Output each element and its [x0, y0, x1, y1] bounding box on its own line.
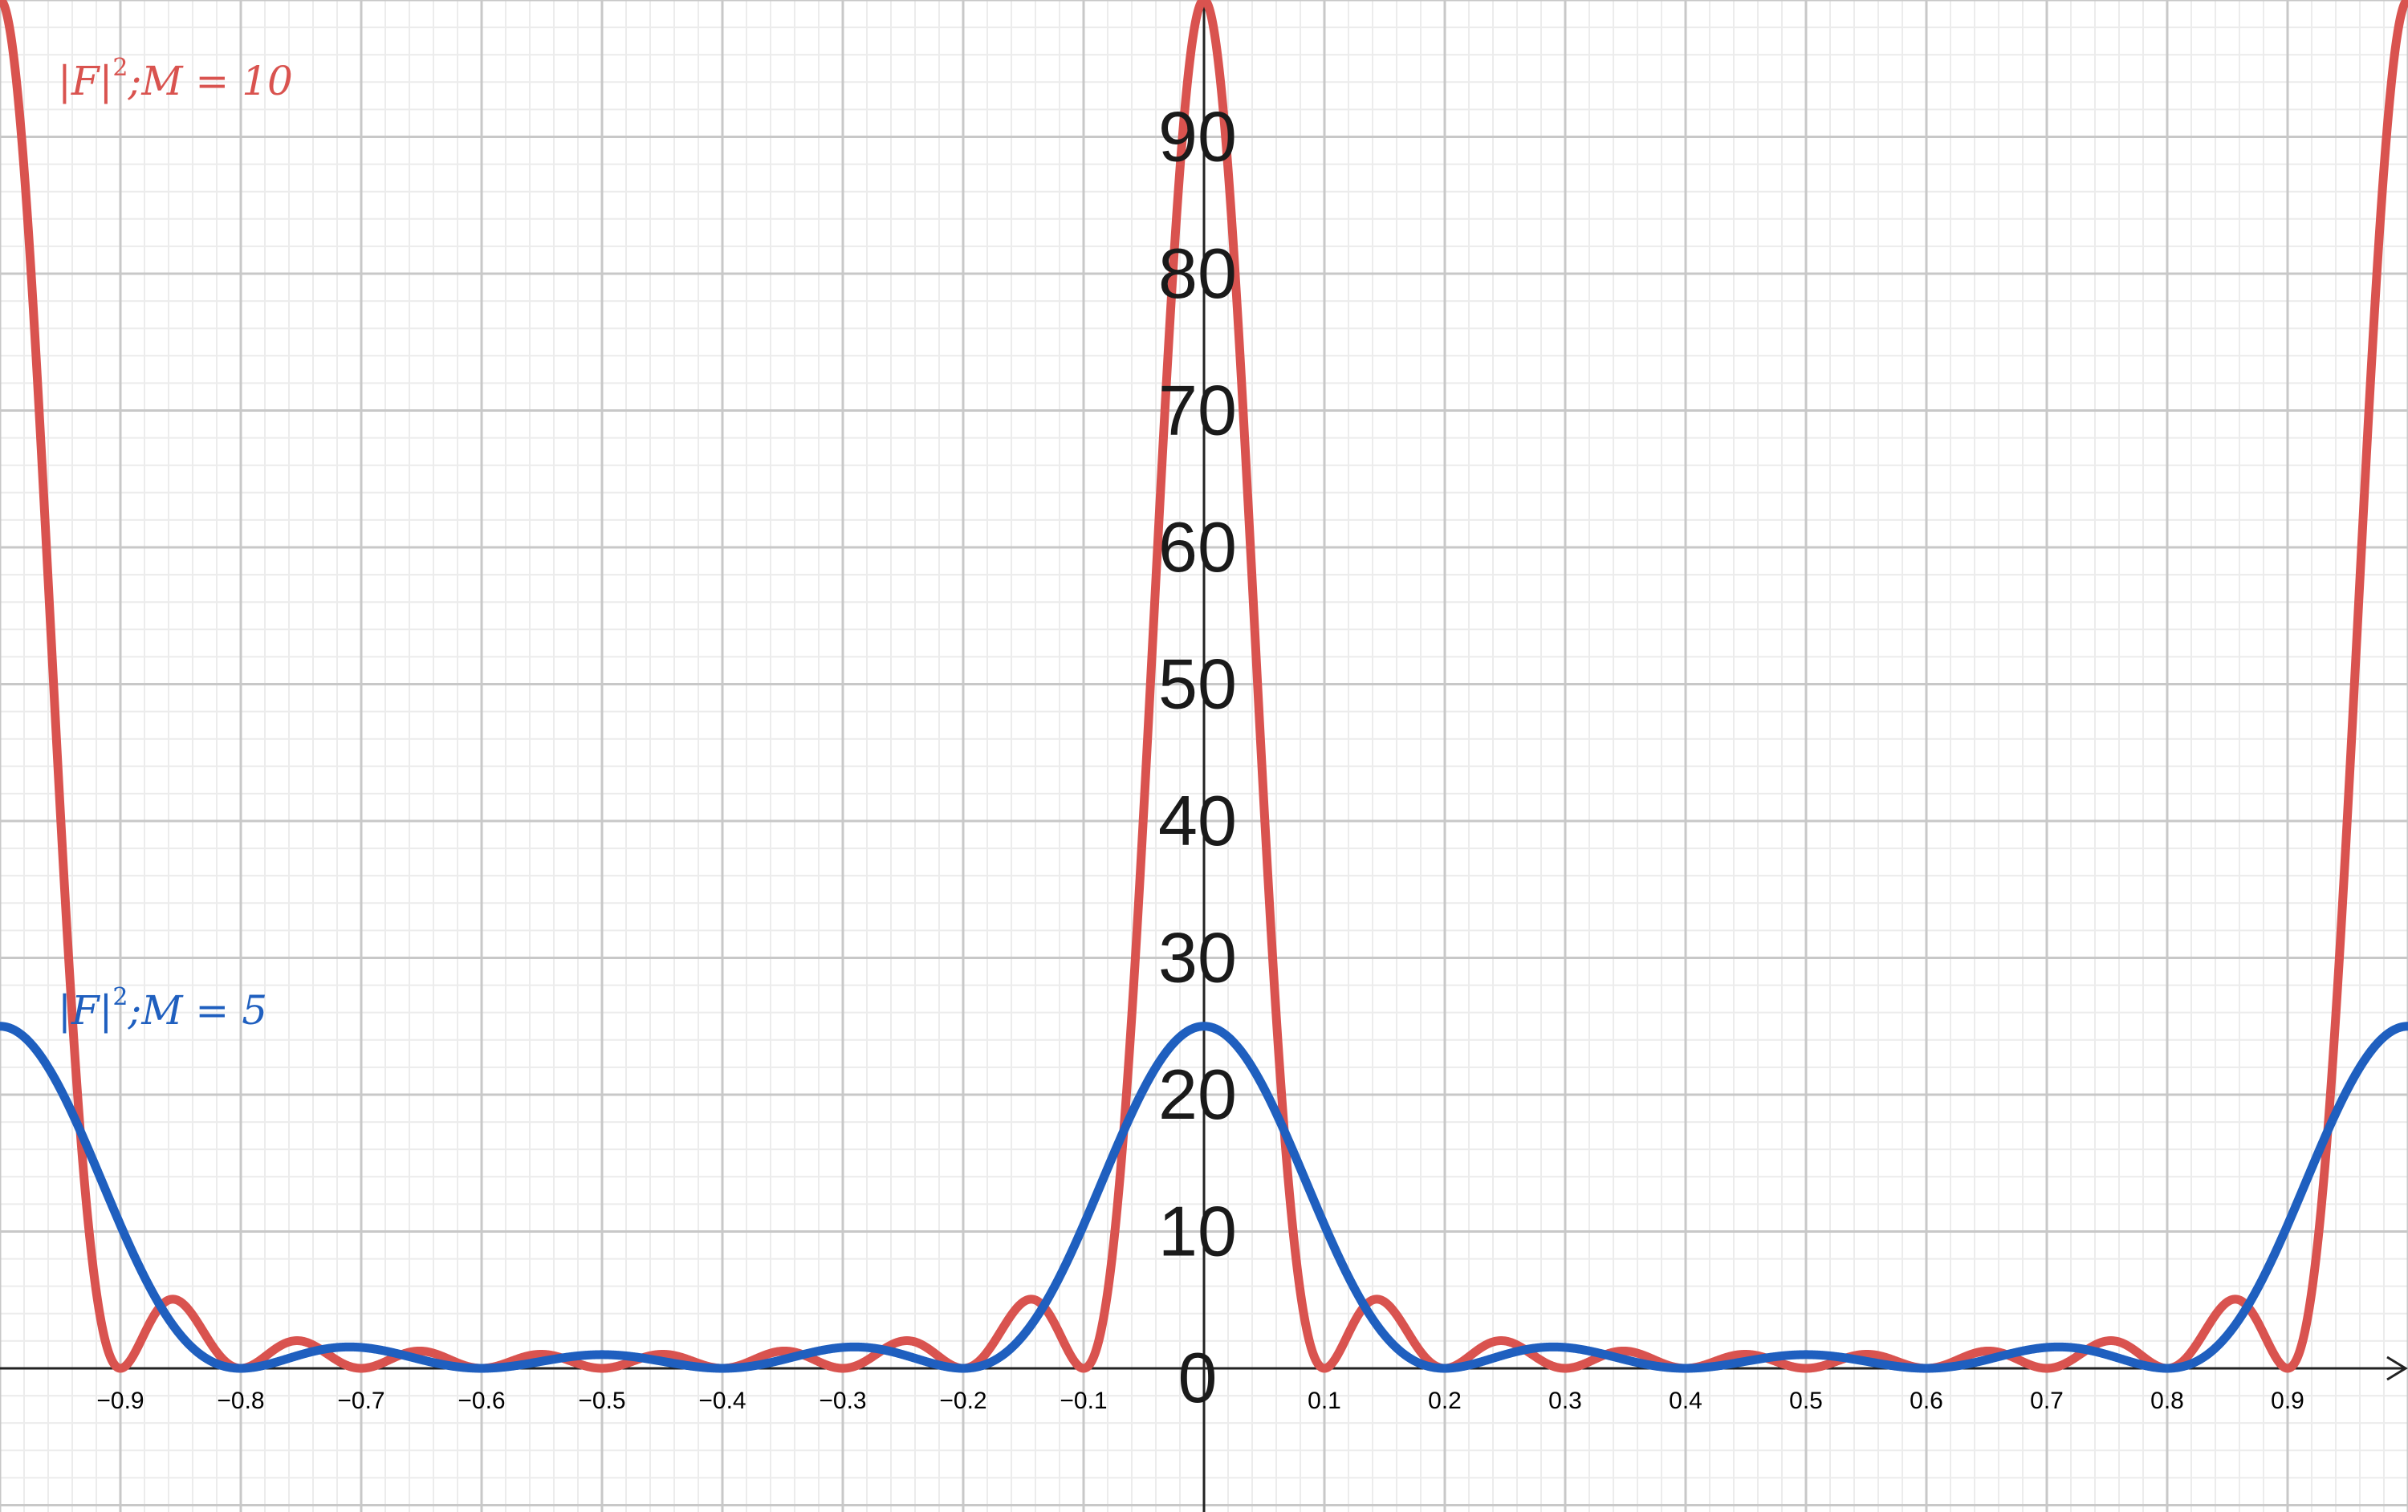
- series-label-m5-sup: 2: [112, 983, 128, 1011]
- y-tick-label: 50: [1158, 644, 1237, 723]
- series-label-m10-main: |F|: [58, 58, 112, 104]
- tick-labels: −0.9 −0.8 −0.7 −0.6 −0.5 −0.4 −0.3 −0.2 −0.1 0.1 0…: [96, 96, 2304, 1416]
- x-tick-label: 0.6: [1910, 1388, 1943, 1414]
- x-tick-label: 0.2: [1428, 1388, 1462, 1414]
- y-tick-label: 60: [1158, 507, 1237, 587]
- series-label-m5-main: |F|: [58, 987, 112, 1034]
- y-tick-label: 70: [1158, 370, 1237, 449]
- y-tick-label: 90: [1158, 96, 1237, 176]
- x-tick-label: −0.5: [578, 1388, 625, 1414]
- y-tick-label: 20: [1158, 1055, 1237, 1134]
- x-tick-label: 0.3: [1548, 1388, 1582, 1414]
- x-tick-label: 0.9: [2271, 1388, 2304, 1414]
- x-tick-label: 0.7: [2030, 1388, 2064, 1414]
- x-tick-label: −0.4: [698, 1388, 746, 1414]
- x-tick-label: −0.2: [939, 1388, 986, 1414]
- x-tick-label: 0.5: [1789, 1388, 1823, 1414]
- y-tick-label: 10: [1158, 1191, 1237, 1270]
- series-label-m10-tail: ;M = 10: [127, 58, 292, 104]
- x-tick-label: −0.7: [337, 1388, 384, 1414]
- x-tick-label: −0.8: [217, 1388, 264, 1414]
- x-tick-label: 0.4: [1669, 1388, 1702, 1414]
- x-tick-label: 0.1: [1308, 1388, 1341, 1414]
- series-layer: [0, 0, 2408, 1373]
- x-tick-label: −0.3: [819, 1388, 866, 1414]
- y-tick-label: 30: [1158, 917, 1237, 997]
- series-label-m5: |F|2;M = 5: [58, 983, 267, 1034]
- series-label-m10: |F|2;M = 10: [58, 54, 293, 104]
- x-tick-label: −0.6: [458, 1388, 505, 1414]
- series-label-m5-tail: ;M = 5: [127, 987, 267, 1034]
- x-tick-label: −0.9: [96, 1388, 144, 1414]
- x-tick-label: −0.1: [1060, 1388, 1107, 1414]
- x-tick-label: 0.8: [2150, 1388, 2184, 1414]
- x-axis-arrow: [2386, 1356, 2408, 1381]
- y-tick-label: 80: [1158, 234, 1237, 313]
- y-tick-label: 40: [1158, 781, 1237, 860]
- y-tick-label: 0: [1178, 1338, 1218, 1417]
- series-line-m5: [0, 1022, 2408, 1373]
- series-label-m10-sup: 2: [112, 54, 128, 82]
